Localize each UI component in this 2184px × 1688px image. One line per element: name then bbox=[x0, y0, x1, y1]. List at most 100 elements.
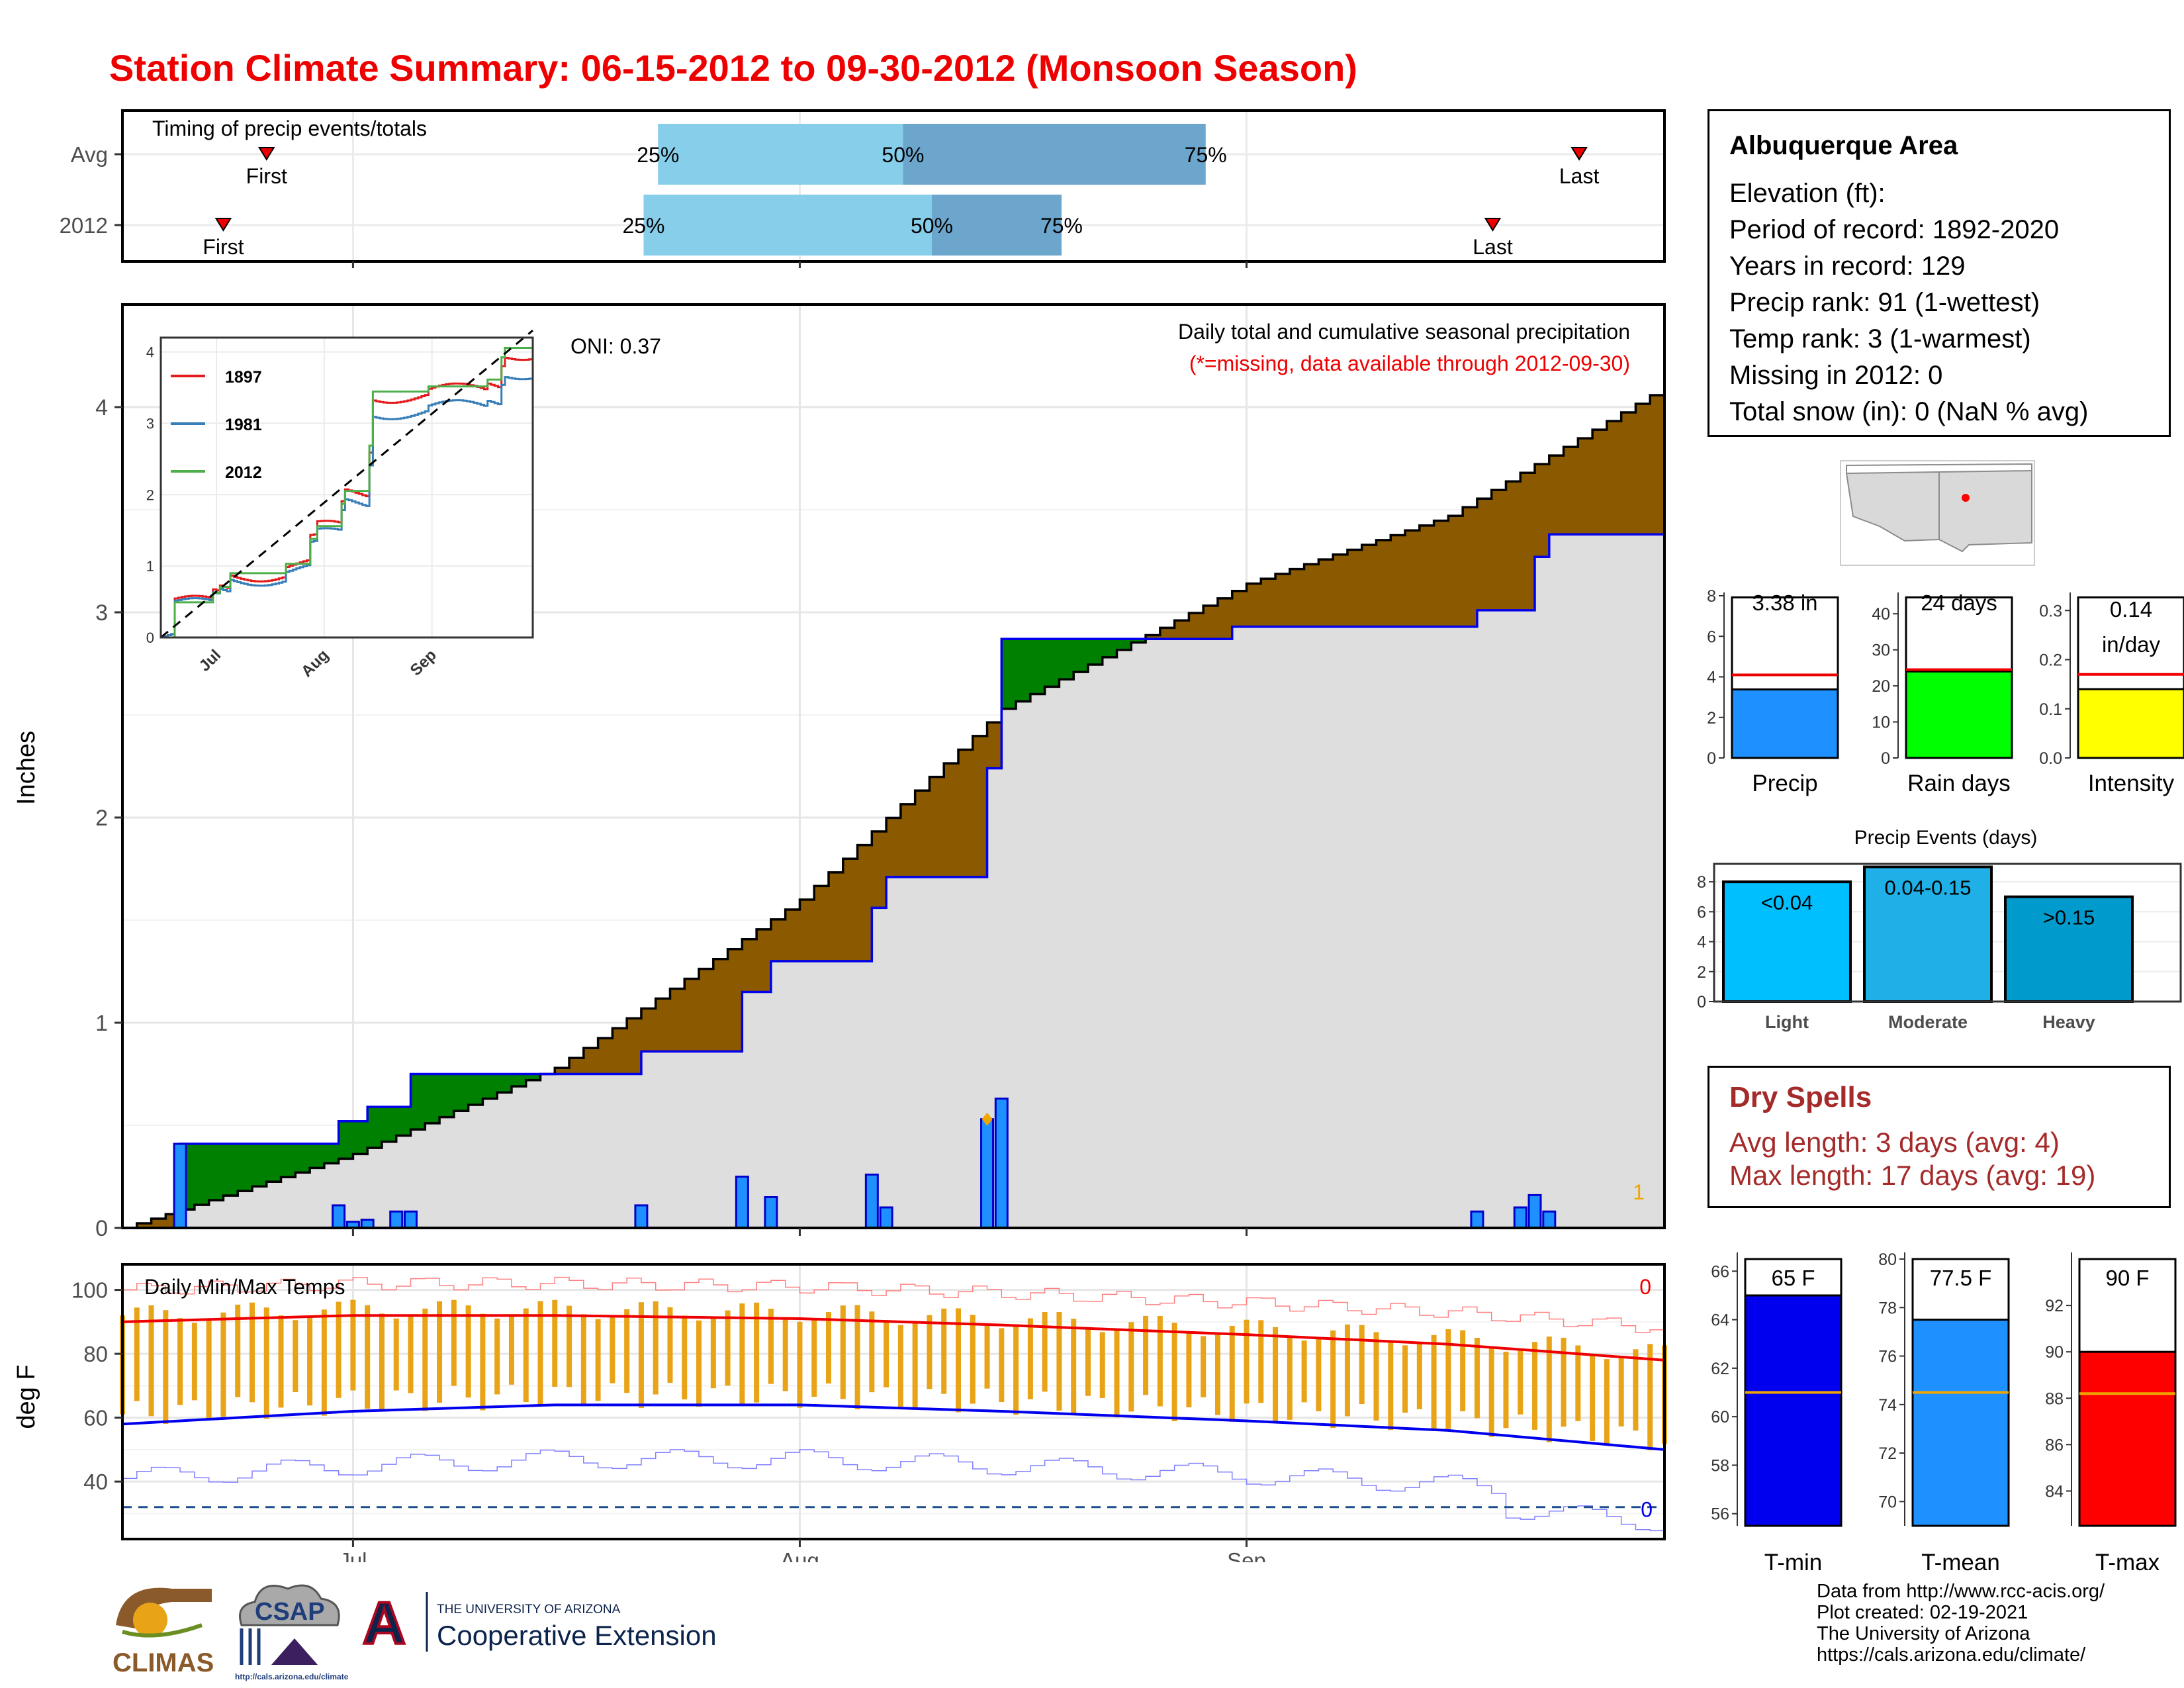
tbar-tick-label: 66 bbox=[1711, 1262, 1729, 1281]
credit-line: https://cals.arizona.edu/climate/ bbox=[1817, 1644, 2086, 1665]
info-line: Elevation (ft): bbox=[1729, 179, 1886, 208]
csap-url: http://cals.arizona.edu/climate bbox=[235, 1672, 349, 1681]
daily-temp-bar bbox=[177, 1318, 183, 1405]
daily-temp-bar bbox=[1273, 1327, 1279, 1423]
credit-line: The University of Arizona bbox=[1817, 1623, 2030, 1644]
daily-temp-bar bbox=[191, 1323, 197, 1401]
daily-precip-bar bbox=[735, 1176, 749, 1229]
daily-precip-bar bbox=[389, 1210, 404, 1229]
deficit-fill bbox=[1405, 530, 1420, 627]
tbar-tick-label: 90 bbox=[2045, 1343, 2064, 1362]
surplus-fill bbox=[324, 1143, 340, 1164]
info-line: Total snow (in): 0 (NaN % avg) bbox=[1729, 397, 2089, 426]
surplus-fill bbox=[1073, 639, 1089, 673]
daily-temp-bar bbox=[1474, 1338, 1480, 1419]
daily-temp-bar bbox=[955, 1308, 961, 1413]
timing-frame bbox=[121, 109, 1666, 263]
events-tick-label: 4 bbox=[1697, 933, 1706, 952]
deficit-fill bbox=[1361, 545, 1377, 627]
daily-temp-bar bbox=[1373, 1332, 1379, 1421]
temp-frame bbox=[121, 1263, 1666, 1540]
deficit-fill bbox=[583, 1048, 599, 1074]
timing-25-50-bar bbox=[658, 124, 903, 185]
daily-temp-bar bbox=[1647, 1344, 1653, 1450]
deficit-fill bbox=[1563, 447, 1578, 535]
deficit-fill bbox=[1217, 598, 1233, 639]
timing-last-label: Last bbox=[1559, 164, 1600, 188]
daily-temp-bar bbox=[508, 1316, 514, 1385]
daily-temp-bar bbox=[1301, 1340, 1307, 1403]
daily-temp-bar bbox=[437, 1301, 443, 1403]
mini-tick-label: 6 bbox=[1707, 628, 1716, 646]
avg-tmin-line bbox=[122, 1403, 1665, 1451]
daily-temp-bar bbox=[970, 1315, 976, 1404]
deficit-fill bbox=[1535, 464, 1550, 557]
deficit-fill bbox=[612, 1028, 627, 1074]
deficit-fill bbox=[136, 1223, 152, 1228]
daily-temp-bar bbox=[206, 1320, 212, 1419]
daily-temp-bar bbox=[494, 1318, 500, 1395]
events-title: Precip Events (days) bbox=[1854, 827, 2038, 849]
deficit-fill bbox=[915, 790, 931, 877]
info-line: Years in record: 129 bbox=[1729, 252, 1966, 281]
daily-temp-bar bbox=[134, 1307, 140, 1401]
daily-temp-bar bbox=[1546, 1336, 1552, 1442]
deficit-fill bbox=[1650, 395, 1665, 535]
daily-temp-bar bbox=[1099, 1332, 1105, 1398]
daily-temp-bar bbox=[826, 1312, 832, 1383]
daily-temp-bar bbox=[782, 1317, 788, 1391]
deficit-fill bbox=[699, 968, 714, 1052]
timing-last-label: Last bbox=[1473, 235, 1513, 259]
daily-temp-bar bbox=[1201, 1336, 1206, 1397]
mini-tick-label: 8 bbox=[1707, 587, 1716, 606]
deficit-fill bbox=[1160, 628, 1175, 639]
daily-temp-bar bbox=[610, 1317, 615, 1383]
mini-bar-charts: 0 2 4 6 8 3.38 in Precip 0 10 20 30 40 24 days Rain d… bbox=[1707, 587, 2184, 796]
surplus-fill bbox=[338, 1121, 354, 1159]
surplus-fill bbox=[497, 1074, 512, 1093]
deficit-fill bbox=[727, 949, 743, 1052]
temp-panel: 40 60 80 100 Jul Aug Sep deg F Daily Min/Max Tem… bbox=[13, 1263, 1667, 1562]
daily-temp-bar bbox=[235, 1304, 241, 1397]
daily-temp-bar bbox=[1590, 1354, 1596, 1441]
mini-value-label: 0.14 bbox=[2110, 597, 2152, 622]
mini-tick-label: 2 bbox=[1707, 709, 1716, 727]
tbar-bar bbox=[1911, 1319, 2010, 1527]
timing-first-label: First bbox=[203, 235, 244, 259]
tbar-tick-label: 76 bbox=[1878, 1348, 1897, 1366]
ua-mark: A bbox=[363, 1591, 406, 1657]
daily-temp-bar bbox=[999, 1328, 1005, 1403]
mini-tick-label: 20 bbox=[1872, 677, 1890, 696]
dry-spells-title: Dry Spells bbox=[1729, 1081, 1872, 1113]
surplus-fill bbox=[453, 1074, 469, 1111]
csap-text: CSAP bbox=[255, 1598, 325, 1626]
ua-top-text: THE UNIVERSITY OF ARIZONA bbox=[437, 1603, 621, 1617]
surplus-fill bbox=[1059, 639, 1074, 680]
deficit-fill bbox=[1606, 421, 1622, 535]
credit-line: Plot created: 02-19-2021 bbox=[1817, 1602, 2028, 1623]
surplus-fill bbox=[511, 1074, 527, 1087]
min-count: 0 bbox=[1641, 1498, 1653, 1522]
deficit-fill bbox=[944, 763, 959, 877]
record-high-line bbox=[122, 1276, 1665, 1333]
surplus-fill bbox=[353, 1121, 368, 1154]
daily-temp-bar bbox=[1488, 1346, 1494, 1437]
daily-temp-bar bbox=[480, 1313, 486, 1411]
deficit-fill bbox=[1232, 590, 1248, 627]
daily-temp-bar bbox=[840, 1305, 846, 1399]
deficit-fill bbox=[1491, 490, 1507, 610]
timing-title: Timing of precip events/totals bbox=[152, 117, 427, 140]
daily-temp-bar bbox=[754, 1302, 760, 1403]
daily-temp-bar bbox=[1186, 1331, 1192, 1407]
timing-row-label: Avg bbox=[71, 142, 108, 167]
daily-temp-bar bbox=[797, 1321, 803, 1408]
mini-tick-label: 0 bbox=[1881, 749, 1890, 768]
daily-temp-bar bbox=[696, 1320, 702, 1407]
tbar-tick-label: 78 bbox=[1878, 1299, 1897, 1317]
temp-title: Daily Min/Max Temps bbox=[144, 1275, 345, 1299]
deficit-fill bbox=[1463, 507, 1478, 627]
deficit-fill bbox=[1448, 516, 1463, 627]
deficit-fill bbox=[1520, 473, 1535, 610]
daily-temp-bar bbox=[1561, 1337, 1567, 1427]
deficit-fill bbox=[842, 859, 858, 961]
